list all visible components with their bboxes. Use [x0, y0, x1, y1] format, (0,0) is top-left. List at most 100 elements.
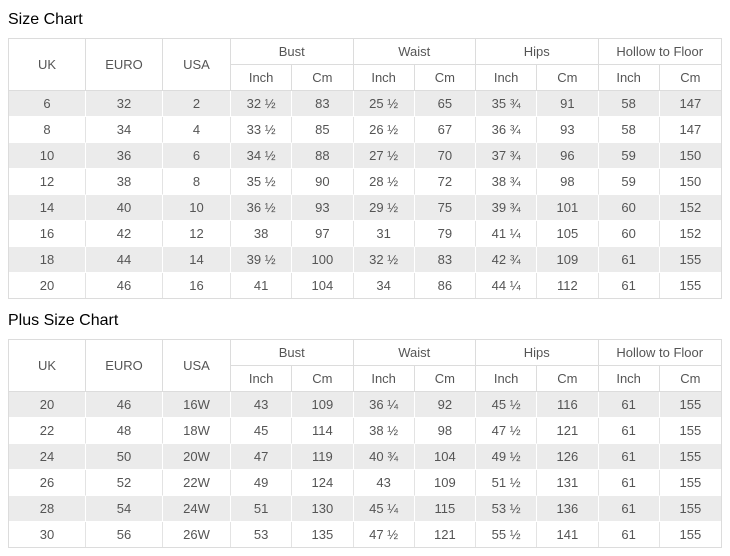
cell: 43	[231, 392, 293, 418]
table-row: 28 54 24W 51 130 45 ¼ 115 53 ½ 136 61 155	[9, 496, 721, 522]
cell: 98	[414, 418, 476, 444]
cell: 112	[537, 273, 599, 298]
cell: 46	[86, 273, 163, 298]
cell: 49 ½	[476, 444, 538, 470]
cell: 20	[9, 392, 86, 418]
cell: 130	[292, 496, 354, 522]
cell: 32	[86, 91, 163, 117]
cell: 38	[86, 169, 163, 195]
cell: 29 ½	[353, 195, 415, 221]
cell: 79	[414, 221, 476, 247]
cell: 43	[353, 470, 415, 496]
cell: 119	[292, 444, 354, 470]
col-group-hips: Hips	[476, 340, 599, 366]
cell: 109	[414, 470, 476, 496]
cell: 155	[659, 496, 721, 522]
cell: 41 ¼	[476, 221, 538, 247]
cell: 2	[163, 91, 231, 117]
cell: 24W	[163, 496, 231, 522]
table-row: 24 50 20W 47 119 40 ¾ 104 49 ½ 126 61 155	[9, 444, 721, 470]
table-row: 8 34 4 33 ½ 85 26 ½ 67 36 ¾ 93 58 147	[9, 117, 721, 143]
table-row: 20 46 16 41 104 34 86 44 ¼ 112 61 155	[9, 273, 721, 298]
col-header-usa: USA	[163, 340, 231, 392]
cell: 97	[292, 221, 354, 247]
cell: 93	[292, 195, 354, 221]
cell: 25 ½	[353, 91, 415, 117]
cell: 60	[598, 195, 660, 221]
col-header-hips-cm: Cm	[537, 65, 599, 91]
cell: 56	[86, 522, 163, 547]
cell: 42	[86, 221, 163, 247]
cell: 131	[537, 470, 599, 496]
cell: 22W	[163, 470, 231, 496]
col-header-hollow-cm: Cm	[659, 366, 721, 392]
plus-size-chart-table: UK EURO USA Bust Waist Hips Hollow to Fl…	[8, 339, 722, 548]
cell: 35 ½	[231, 169, 293, 195]
cell: 121	[537, 418, 599, 444]
cell: 53 ½	[476, 496, 538, 522]
cell: 61	[598, 247, 660, 273]
table-row: 6 32 2 32 ½ 83 25 ½ 65 35 ¾ 91 58 147	[9, 91, 721, 117]
cell: 8	[163, 169, 231, 195]
cell: 41	[231, 273, 293, 298]
cell: 147	[659, 117, 721, 143]
cell: 104	[292, 273, 354, 298]
cell: 61	[598, 392, 660, 418]
cell: 34	[86, 117, 163, 143]
cell: 150	[659, 143, 721, 169]
col-header-hollow-cm: Cm	[659, 65, 721, 91]
size-chart-body: 6 32 2 32 ½ 83 25 ½ 65 35 ¾ 91 58 147 8 34 4 33 ½ 85 26 …	[9, 91, 721, 298]
cell: 88	[292, 143, 354, 169]
cell: 45 ½	[476, 392, 538, 418]
cell: 49	[231, 470, 293, 496]
cell: 135	[292, 522, 354, 547]
col-header-usa: USA	[163, 39, 231, 91]
plus-size-chart-section: Plus Size Chart UK EURO USA Bust Waist H…	[8, 311, 722, 548]
cell: 61	[598, 496, 660, 522]
cell: 32 ½	[231, 91, 293, 117]
cell: 126	[537, 444, 599, 470]
cell: 4	[163, 117, 231, 143]
cell: 18W	[163, 418, 231, 444]
cell: 35 ¾	[476, 91, 538, 117]
cell: 55 ½	[476, 522, 538, 547]
cell: 51 ½	[476, 470, 538, 496]
cell: 105	[537, 221, 599, 247]
cell: 98	[537, 169, 599, 195]
cell: 59	[598, 143, 660, 169]
header-row-groups: UK EURO USA Bust Waist Hips Hollow to Fl…	[9, 39, 721, 91]
cell: 70	[414, 143, 476, 169]
cell: 54	[86, 496, 163, 522]
col-header-hips-inch: Inch	[476, 65, 538, 91]
cell: 10	[9, 143, 86, 169]
cell: 155	[659, 273, 721, 298]
cell: 155	[659, 444, 721, 470]
col-header-waist-inch: Inch	[353, 65, 415, 91]
cell: 22	[9, 418, 86, 444]
table-row: 12 38 8 35 ½ 90 28 ½ 72 38 ¾ 98 59 150	[9, 169, 721, 195]
cell: 46	[86, 392, 163, 418]
cell: 26	[9, 470, 86, 496]
col-header-bust-cm: Cm	[292, 366, 354, 392]
cell: 152	[659, 221, 721, 247]
cell: 58	[598, 91, 660, 117]
cell: 40	[86, 195, 163, 221]
cell: 61	[598, 470, 660, 496]
cell: 51	[231, 496, 293, 522]
cell: 85	[292, 117, 354, 143]
cell: 26 ½	[353, 117, 415, 143]
cell: 100	[292, 247, 354, 273]
table-row: 30 56 26W 53 135 47 ½ 121 55 ½ 141 61 155	[9, 522, 721, 547]
header-row-units: Inch Cm Inch Cm Inch Cm Inch Cm	[9, 65, 721, 91]
cell: 12	[9, 169, 86, 195]
col-header-hips-cm: Cm	[537, 366, 599, 392]
cell: 36 ¾	[476, 117, 538, 143]
cell: 42 ¾	[476, 247, 538, 273]
table-row: 22 48 18W 45 114 38 ½ 98 47 ½ 121 61 155	[9, 418, 721, 444]
cell: 18	[9, 247, 86, 273]
cell: 92	[414, 392, 476, 418]
cell: 47 ½	[476, 418, 538, 444]
cell: 44 ¼	[476, 273, 538, 298]
col-group-hollow-to-floor: Hollow to Floor	[598, 340, 721, 366]
cell: 36	[86, 143, 163, 169]
